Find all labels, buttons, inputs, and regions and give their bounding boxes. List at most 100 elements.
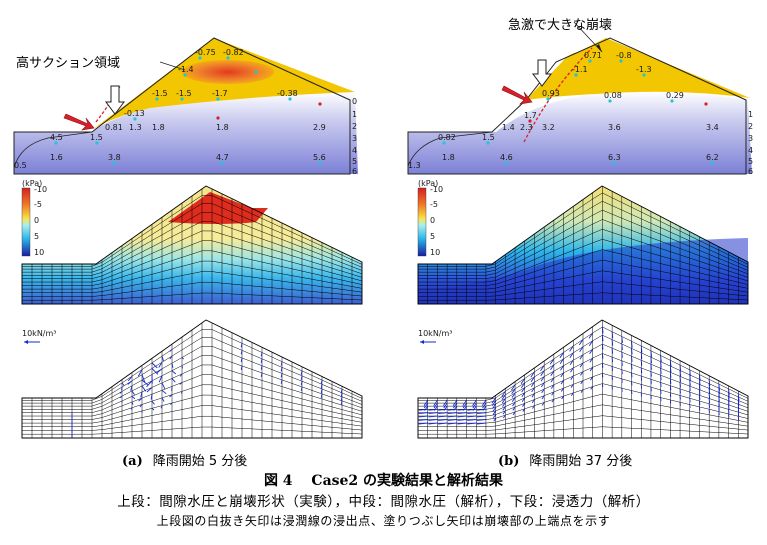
value: 6.2 [706,153,719,162]
flux-scale: 10kN/m³ [22,329,57,338]
value: 1.8 [152,123,165,132]
value: 3.6 [608,123,621,132]
legend-tick: 10 [34,248,44,257]
value: 6.3 [608,153,621,162]
value: -1.1 [572,65,588,74]
value: -0.38 [277,89,298,98]
panel-b-seepage-force: 10kN/m³ [417,319,749,439]
value: 0.82 [438,133,456,142]
legend-tick: -10 [430,185,443,194]
value: 4.7 [216,153,229,162]
value: -0.75 [195,48,216,57]
panel-b-time: 降雨開始 37 分後 [529,454,633,469]
value: 3.8 [108,153,121,162]
panel-b-failure-arrow [501,85,533,105]
side-number: 3 [748,134,753,143]
panel-a-legend-bar [21,187,31,257]
side-number: 4 [352,146,357,155]
caption-line-2: 上段：間隙水圧と崩壊形状（実験），中段：間隙水圧（解析），下段：浸透力（解析） [117,494,650,510]
panel-a-seepage-arrow [105,85,125,115]
value: -0.13 [124,109,145,118]
value: -1.5 [176,89,192,98]
value: 0.81 [105,123,123,132]
value: 1.4 [502,123,515,132]
value: -1.7 [212,89,228,98]
value: 1.8 [216,123,229,132]
legend-unit: (kPa) [418,179,438,188]
panel-a-time: 降雨開始 5 分後 [152,454,248,469]
value: 0.93 [542,89,560,98]
panel-a-base-curve [13,131,93,169]
panel-b-failure-line [523,47,593,143]
panel-a-wet-zone [14,92,358,174]
panel-a-high-suction-analysis [168,192,268,224]
legend-tick: 0 [34,216,39,225]
legend-tick: 5 [430,232,435,241]
value: 1.7 [524,111,537,120]
value: 3.2 [542,123,555,132]
value: 2.3 [520,123,533,132]
value: 3.4 [706,123,719,132]
side-number: 5 [352,157,357,166]
legend-unit: (kPa) [22,179,42,188]
value: -0.82 [223,48,244,57]
side-number: 2 [748,122,753,131]
value: 4.6 [500,153,513,162]
legend-tick: -5 [430,200,438,209]
panel-a-experiment: -0.75 -0.82 -1.4 -1.5 -1.5 -1.7 -0.38 -0… [13,37,358,176]
legend-tick: 5 [34,232,39,241]
side-number: 4 [748,146,753,155]
value: 4.5 [50,133,63,142]
panel-a-suction-zone [92,38,355,130]
panel-b-annotation: 急激で大きな崩壊 [508,18,613,33]
panel-a-failure-arrow [63,113,95,131]
value: 1.8 [442,153,455,162]
value: 1.3 [408,161,421,170]
flux-scale: 10kN/m³ [418,329,453,338]
side-number: 6 [352,167,357,176]
value: -1.4 [178,65,194,74]
panel-a-seepage-force: 10kN/m³ [21,319,363,439]
side-number: 2 [352,122,357,131]
value: 0.08 [604,91,622,100]
panel-a-side-numbers: 0 1 2 3 4 5 6 [352,97,357,176]
panel-b-legend-bar [417,187,427,257]
value: 1.6 [50,153,63,162]
legend-tick: -5 [34,200,42,209]
value: -0.8 [616,51,632,60]
value: -1.5 [152,89,168,98]
panel-b-side-numbers: 1 2 3 4 5 6 [748,110,753,176]
panel-b-pressure-analysis: (kPa) -10 -5 0 5 10 [417,179,749,305]
panel-a-letter: (a) [122,454,143,469]
caption-line-3: 上段図の白抜き矢印は浸潤線の浸出点、塗りつぶし矢印は崩壊部の上端点を示す [156,514,611,528]
value: -1.3 [636,65,652,74]
value: 5.6 [313,153,326,162]
panel-b-label: (b) 降雨開始 37 分後 [498,450,632,469]
panel-a-values: -0.75 -0.82 -1.4 -1.5 -1.5 -1.7 -0.38 -0… [14,48,326,170]
value: 0.71 [584,51,602,60]
value: 1.3 [129,123,142,132]
value: 1.5 [90,133,103,142]
side-number: 3 [352,134,357,143]
panel-a-high-suction [182,60,274,84]
panel-b-letter: (b) [498,454,520,469]
panel-a-label: (a) 降雨開始 5 分後 [122,450,247,469]
side-number: 5 [748,157,753,166]
value: 0.29 [666,91,684,100]
panel-b-seepage-arrow [532,59,552,87]
legend-tick: 10 [430,248,440,257]
figure-caption: 図 4 Case2 の実験結果と解析結果 [263,473,504,489]
panel-a-sensor-dots [54,56,322,165]
panel-b-values: 0.71 -0.8 -1.1 -1.3 0.93 0.08 0.29 1.7 0… [408,51,719,170]
side-number: 1 [748,110,753,119]
panel-a-pressure-analysis: (kPa) -10 -5 0 5 10 [21,179,363,305]
side-number: 1 [352,110,357,119]
legend-tick: 0 [430,216,435,225]
value: 2.9 [313,123,326,132]
legend-tick: -10 [34,185,47,194]
side-number: 0 [352,97,357,106]
panel-b-experiment: 0.71 -0.8 -1.1 -1.3 0.93 0.08 0.29 1.7 0… [407,21,753,176]
side-number: 6 [748,167,753,176]
value: 1.5 [482,133,495,142]
panel-b-suction-zone [526,38,750,100]
